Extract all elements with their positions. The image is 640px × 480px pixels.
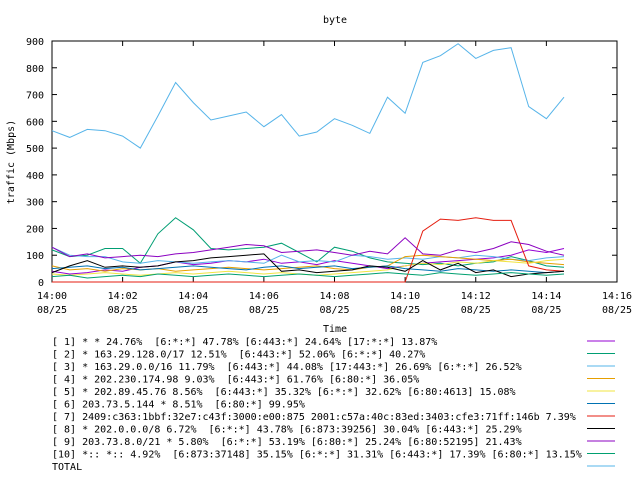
x-tick-time: 14:04 [178, 291, 208, 302]
x-tick-time: 14:00 [37, 291, 67, 302]
x-axis-label: Time [323, 324, 347, 335]
legend-entry: [ 5] * 202.89.45.76 8.56% [6:443:*] 35.3… [52, 387, 516, 398]
legend-entry: [ 2] * 163.29.128.0/17 12.51% [6:443:*] … [52, 350, 425, 361]
legend-entry: [ 7] 2409:c363:1bbf:32e7:c43f:3000:e00:8… [52, 412, 576, 423]
series-line-7 [52, 217, 565, 283]
legend-entry: [ 9] 203.73.8.0/21 * 5.80% [6:*:*] 53.19… [52, 437, 522, 448]
legend-entry: [ 4] * 202.230.174.98 9.03% [6:443:*] 61… [52, 375, 419, 386]
legend: [ 1] * * 24.76% [6:*:*] 47.78% [6:443:*]… [52, 337, 615, 473]
y-tick-label: 500 [26, 144, 44, 155]
y-tick-label: 900 [26, 37, 44, 48]
x-tick-date: 08/25 [602, 305, 632, 316]
series-line-3 [51, 246, 565, 264]
x-tick-time: 14:02 [108, 291, 138, 302]
chart-title: byte [323, 15, 347, 26]
x-tick-date: 08/25 [390, 305, 420, 316]
x-tick-date: 08/25 [461, 305, 491, 316]
x-tick-date: 08/25 [319, 305, 349, 316]
series-line-10 [51, 272, 565, 279]
series-lines [51, 43, 565, 283]
legend-entry: [ 6] 203.73.5.144 * 8.51% [6:80:*] 99.95… [52, 400, 305, 411]
x-tick-time: 14:08 [319, 291, 349, 302]
series-line-11 [51, 43, 565, 149]
x-tick-date: 08/25 [531, 305, 561, 316]
x-tick-time: 14:06 [249, 291, 279, 302]
y-tick-label: 100 [26, 251, 44, 262]
y-tick-label: 700 [26, 91, 44, 102]
x-tick-time: 14:16 [602, 291, 632, 302]
y-tick-label: 800 [26, 64, 44, 75]
x-tick-date: 08/25 [108, 305, 138, 316]
x-tick-date: 08/25 [37, 305, 67, 316]
y-tick-label: 0 [38, 278, 44, 289]
series-line-8 [51, 253, 565, 278]
y-tick-label: 200 [26, 224, 44, 235]
y-tick-label: 300 [26, 198, 44, 209]
x-tick-date: 08/25 [178, 305, 208, 316]
series-line-9 [51, 237, 565, 259]
legend-entry: TOTAL [52, 462, 82, 473]
y-tick-label: 600 [26, 117, 44, 128]
legend-entry: [ 8] * 202.0.0.0/8 6.72% [6:*:*] 43.78% … [52, 425, 522, 436]
legend-entry: [ 3] * 163.29.0.0/16 11.79% [6:443:*] 44… [52, 362, 522, 373]
y-axis-label: traffic (Mbps) [6, 120, 17, 204]
x-tick-time: 14:14 [531, 291, 561, 302]
y-axis-ticks: 0 100 200 300 400 500 600 700 800 900 [26, 37, 617, 289]
series-line-6 [51, 265, 565, 274]
x-tick-time: 14:10 [390, 291, 420, 302]
x-axis-ticks: 14:00 08/25 14:02 08/25 14:04 08/25 14:06 08/25… [37, 41, 632, 316]
y-tick-label: 400 [26, 171, 44, 182]
legend-entry: [10] *:: *:: 4.92% [6:873:37148] 35.15% … [52, 450, 582, 461]
x-tick-time: 14:12 [461, 291, 491, 302]
legend-entry: [ 1] * * 24.76% [6:*:*] 47.78% [6:443:*]… [52, 337, 437, 348]
x-tick-date: 08/25 [249, 305, 279, 316]
